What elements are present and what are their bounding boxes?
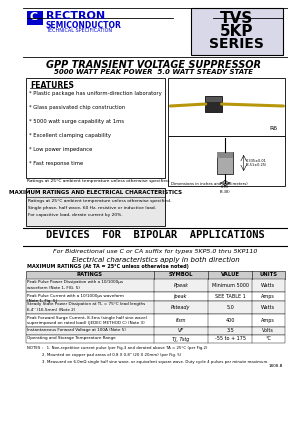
- Bar: [217, 152, 233, 158]
- Text: 1808.B: 1808.B: [269, 364, 284, 368]
- Text: Watts: Watts: [261, 305, 275, 310]
- Text: 3. Measured on 6.0mΩ single half sine wave, or equivalent square wave. Duty cycl: 3. Measured on 6.0mΩ single half sine wa…: [26, 360, 268, 364]
- Bar: [168, 78, 285, 136]
- Text: UNITS: UNITS: [260, 272, 278, 277]
- Bar: [26, 271, 285, 279]
- Bar: [27, 11, 43, 25]
- Bar: [205, 96, 223, 112]
- Text: TECHNICAL SPECIFICATION: TECHNICAL SPECIFICATION: [46, 28, 112, 33]
- Text: For Bidirectional use C or CA suffix for types 5KP5.0 thru 5KP110: For Bidirectional use C or CA suffix for…: [53, 249, 258, 254]
- Text: Ipeak: Ipeak: [174, 294, 188, 299]
- Bar: [26, 279, 285, 292]
- Bar: [26, 301, 285, 314]
- Text: MAXIMUM RATINGS AND ELECTRICAL CHARACTERISTICS: MAXIMUM RATINGS AND ELECTRICAL CHARACTER…: [9, 190, 182, 195]
- Bar: [26, 78, 165, 178]
- Text: Amps: Amps: [261, 318, 275, 323]
- Text: SEE TABLE 1: SEE TABLE 1: [215, 294, 246, 299]
- Text: 5000 WATT PEAK POWER  5.0 WATT STEADY STATE: 5000 WATT PEAK POWER 5.0 WATT STEADY STA…: [54, 69, 253, 75]
- Text: Watts: Watts: [261, 283, 275, 288]
- Text: VALUE: VALUE: [221, 272, 240, 277]
- Text: Peak Forward Surge Current, 8.3ms (single half sine wave): Peak Forward Surge Current, 8.3ms (singl…: [27, 315, 148, 320]
- Text: VF: VF: [178, 329, 184, 334]
- Text: Peak Pulse Power Dissipation with a 10/1000μs: Peak Pulse Power Dissipation with a 10/1…: [27, 280, 123, 284]
- Bar: [26, 314, 285, 327]
- Text: SERIES: SERIES: [209, 37, 264, 51]
- Text: * Plastic package has uniform-direction laboratory: * Plastic package has uniform-direction …: [29, 91, 162, 96]
- Text: Ifsm: Ifsm: [176, 318, 186, 323]
- Text: TJ, Tstg: TJ, Tstg: [172, 337, 190, 342]
- Text: MAXIMUM RATINGS (At TA = 25°C unless otherwise noted): MAXIMUM RATINGS (At TA = 25°C unless oth…: [26, 264, 188, 269]
- Bar: [191, 8, 284, 55]
- Text: * 5000 watt surge capability at 1ms: * 5000 watt surge capability at 1ms: [29, 119, 124, 124]
- Text: FEATURES: FEATURES: [30, 81, 74, 90]
- Text: * Excellent clamping capability: * Excellent clamping capability: [29, 133, 111, 138]
- Text: superimposed on rated load) (JEDEC METHOD C) (Note 3): superimposed on rated load) (JEDEC METHO…: [27, 321, 145, 325]
- Text: waveform (Note 1, FIG. 5): waveform (Note 1, FIG. 5): [27, 286, 80, 290]
- Text: -55 to + 175: -55 to + 175: [215, 337, 246, 342]
- Text: RATINGS: RATINGS: [76, 272, 102, 277]
- Text: R6: R6: [269, 126, 277, 131]
- Text: Operating and Storage Temperature Range: Operating and Storage Temperature Range: [27, 337, 116, 340]
- Bar: [26, 188, 165, 226]
- Text: For capacitive load, derate current by 20%.: For capacitive load, derate current by 2…: [28, 213, 123, 217]
- Text: 5KP: 5KP: [220, 24, 253, 39]
- Text: 0.33
(8.38): 0.33 (8.38): [220, 185, 230, 194]
- Bar: [26, 327, 285, 335]
- Text: (Note 1, Fig. 5): (Note 1, Fig. 5): [27, 299, 58, 303]
- Text: Amps: Amps: [261, 294, 275, 299]
- Text: Dimensions in inches and (millimeters): Dimensions in inches and (millimeters): [171, 182, 248, 186]
- Text: 2. Mounted on copper pad areas of 0.8 X 0.8" (20 X 20mm) (per Fig. 5): 2. Mounted on copper pad areas of 0.8 X …: [26, 353, 181, 357]
- Bar: [206, 97, 222, 102]
- Text: °C: °C: [266, 337, 271, 342]
- Text: SEMICONDUCTOR: SEMICONDUCTOR: [46, 21, 122, 30]
- Text: C: C: [29, 12, 37, 22]
- Text: электронный  портал: электронный портал: [84, 235, 227, 248]
- Text: * Low power impedance: * Low power impedance: [29, 147, 93, 152]
- Bar: [26, 292, 285, 301]
- Text: 6.4'' (16.5mm) (Note 2): 6.4'' (16.5mm) (Note 2): [27, 308, 76, 312]
- Text: Single phase, half wave, 60 Hz, resistive or inductive load.: Single phase, half wave, 60 Hz, resistiv…: [28, 206, 156, 210]
- Text: 400: 400: [226, 318, 235, 323]
- Text: Steady State Power Dissipation at TL = 75°C lead lengths: Steady State Power Dissipation at TL = 7…: [27, 303, 146, 306]
- Text: Ratings at 25°C ambient temperature unless otherwise specified.: Ratings at 25°C ambient temperature unle…: [28, 199, 172, 203]
- Text: Electrical characteristics apply in both direction: Electrical characteristics apply in both…: [71, 257, 239, 263]
- Text: NOTES :   1. Non-repetitive current pulse (per Fig.3 and derated above TA = 25°C: NOTES : 1. Non-repetitive current pulse …: [26, 346, 207, 350]
- Text: TVS: TVS: [220, 11, 253, 26]
- Text: Ratings at 25°C ambient temperature unless otherwise specified.: Ratings at 25°C ambient temperature unle…: [26, 179, 170, 183]
- Bar: [26, 335, 285, 343]
- Text: * Glass passivated chip construction: * Glass passivated chip construction: [29, 105, 125, 110]
- Text: Instantaneous Forward Voltage at 100A (Note 5): Instantaneous Forward Voltage at 100A (N…: [27, 329, 126, 332]
- Text: 3.5: 3.5: [226, 329, 234, 334]
- Text: * Fast response time: * Fast response time: [29, 161, 83, 166]
- Text: 0.335±0.01
(8.51±0.25): 0.335±0.01 (8.51±0.25): [245, 159, 267, 167]
- Text: Peak Pulse Current with a 10/1000μs waveform: Peak Pulse Current with a 10/1000μs wave…: [27, 294, 124, 297]
- Text: Ppeak: Ppeak: [173, 283, 188, 288]
- Bar: [217, 152, 233, 174]
- Text: ics.ru: ics.ru: [108, 210, 203, 239]
- Text: DEVICES  FOR  BIPOLAR  APPLICATIONS: DEVICES FOR BIPOLAR APPLICATIONS: [46, 230, 265, 240]
- Text: Psteady: Psteady: [171, 305, 191, 310]
- Text: GPP TRANSIENT VOLTAGE SUPPRESSOR: GPP TRANSIENT VOLTAGE SUPPRESSOR: [46, 60, 261, 70]
- Bar: [168, 136, 285, 186]
- Text: SYMBOL: SYMBOL: [169, 272, 193, 277]
- Text: Volts: Volts: [262, 329, 274, 334]
- Text: RECTRON: RECTRON: [46, 11, 105, 21]
- Text: 5.0: 5.0: [226, 305, 234, 310]
- Text: Minimum 5000: Minimum 5000: [212, 283, 249, 288]
